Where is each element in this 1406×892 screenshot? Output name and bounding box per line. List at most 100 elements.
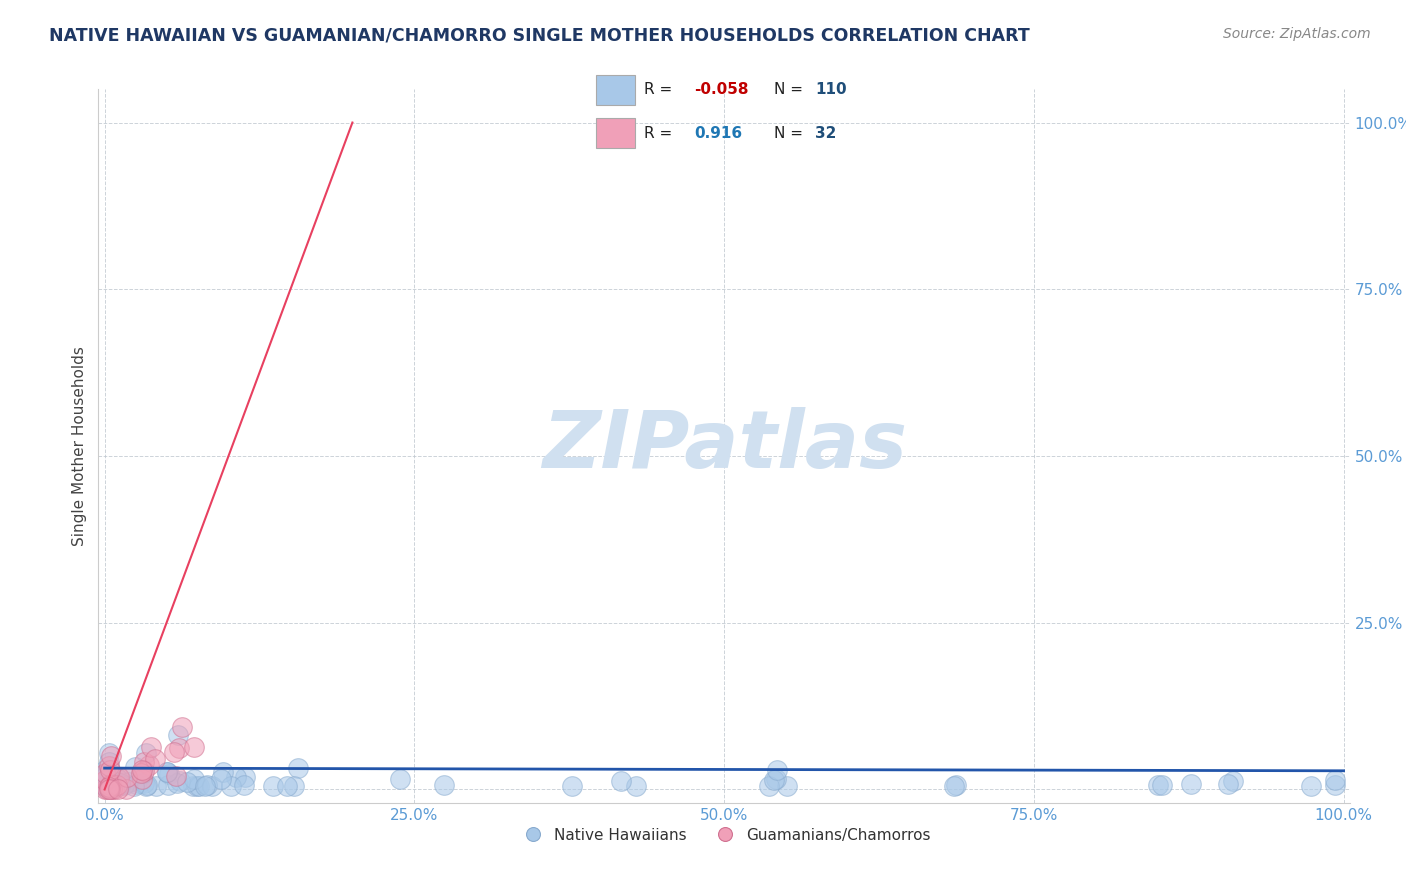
Text: -0.058: -0.058 (695, 82, 748, 97)
Point (98, 779, 121, 793)
Point (118, 775, 141, 789)
Point (765, 763, 787, 777)
Point (212, 765, 235, 780)
Point (186, 779, 208, 793)
Point (110, 778, 132, 792)
Point (98, 764, 121, 778)
Point (96, 778, 118, 792)
Point (132, 766, 155, 780)
Point (156, 778, 179, 792)
Point (209, 772, 232, 786)
Point (1323, 772, 1346, 787)
Point (94, 775, 117, 789)
Point (145, 779, 167, 793)
Text: 32: 32 (815, 126, 837, 141)
Point (156, 764, 179, 779)
Point (96, 770, 118, 784)
Point (105, 778, 128, 792)
Point (157, 767, 180, 781)
Point (93, 766, 115, 780)
Point (129, 766, 152, 780)
Point (93, 775, 115, 789)
Point (233, 778, 256, 792)
Point (94, 775, 117, 789)
Point (115, 770, 138, 784)
Point (433, 778, 456, 792)
Point (107, 778, 129, 792)
Text: N =: N = (773, 126, 803, 141)
Point (122, 779, 145, 793)
Point (98, 776, 121, 790)
Point (105, 771, 128, 785)
Point (134, 764, 156, 778)
Point (93, 774, 115, 789)
Point (97, 780, 120, 794)
Point (131, 764, 153, 778)
Point (225, 770, 247, 784)
Point (1147, 778, 1170, 792)
Point (97, 776, 120, 790)
Point (167, 728, 190, 742)
Point (131, 772, 153, 787)
Point (134, 776, 156, 790)
Text: ZIPatlas: ZIPatlas (541, 407, 907, 485)
Point (101, 779, 124, 793)
Point (135, 779, 157, 793)
Point (94, 767, 117, 781)
Point (125, 777, 148, 791)
Point (765, 772, 787, 786)
Point (97, 778, 120, 792)
Point (763, 772, 786, 787)
Point (1299, 779, 1322, 793)
Point (96, 772, 118, 787)
Point (219, 779, 242, 793)
Point (93, 778, 115, 792)
Point (107, 779, 129, 793)
Point (107, 778, 129, 792)
Point (96, 782, 118, 797)
Legend: Native Hawaiians, Guamanians/Chamorros: Native Hawaiians, Guamanians/Chamorros (512, 822, 936, 848)
Point (167, 740, 190, 755)
Point (1216, 777, 1239, 791)
Point (100, 779, 122, 793)
Y-axis label: Single Mother Households: Single Mother Households (72, 346, 87, 546)
Point (101, 782, 124, 797)
Point (94, 763, 117, 777)
Point (98, 782, 121, 797)
Text: 110: 110 (815, 82, 846, 97)
Point (98, 746, 121, 760)
Point (100, 777, 122, 791)
Point (134, 756, 156, 770)
Point (166, 776, 188, 790)
Point (94, 779, 117, 793)
Point (276, 779, 298, 793)
Point (101, 777, 124, 791)
Point (93, 774, 115, 789)
Point (388, 772, 411, 786)
Point (97, 782, 120, 797)
Point (114, 782, 136, 797)
Point (169, 773, 191, 788)
Point (97, 759, 120, 773)
Point (262, 779, 284, 793)
Point (162, 745, 184, 759)
Point (183, 772, 205, 786)
Point (1222, 773, 1244, 788)
Point (101, 778, 124, 792)
Point (98, 779, 121, 793)
Point (172, 720, 194, 734)
Point (96, 767, 118, 781)
Point (1150, 778, 1173, 792)
Point (100, 778, 122, 792)
Text: N =: N = (773, 82, 803, 97)
Point (94, 778, 117, 792)
Point (107, 772, 129, 786)
Point (107, 782, 129, 797)
Point (135, 778, 157, 792)
Point (183, 739, 205, 754)
Point (94, 779, 117, 793)
Point (201, 779, 224, 793)
Point (100, 749, 122, 764)
Point (93, 779, 115, 793)
Point (100, 777, 122, 791)
